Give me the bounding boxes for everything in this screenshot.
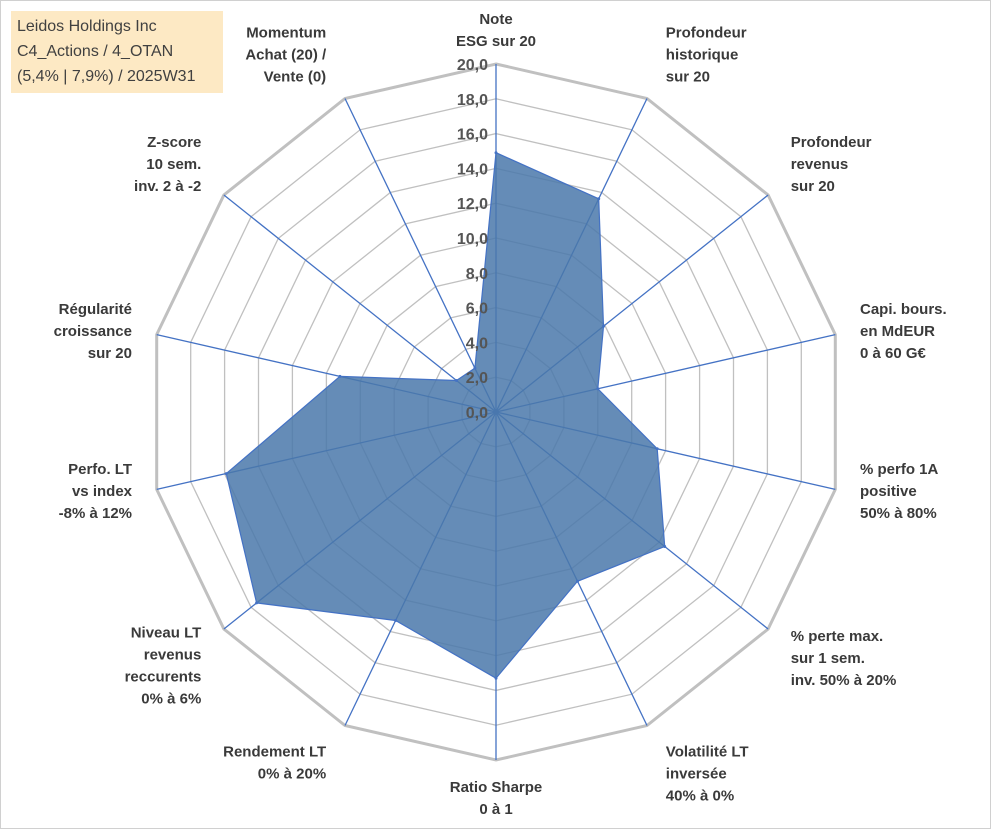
tick-label: 20,0 — [457, 57, 488, 74]
label-layer: Note ESG sur 20 Profondeur historique sur 20… — [54, 11, 947, 818]
tick-label: 6,0 — [466, 301, 488, 318]
data-point-3 — [602, 324, 605, 328]
axis-label-7: Volatilité LT inversée 40% à 0% — [666, 743, 749, 804]
tick-label: 2,0 — [466, 370, 488, 387]
data-point-12 — [338, 374, 342, 378]
axis-label-12: Régularité croissance sur 20 — [54, 301, 132, 362]
axis-label-6: % perte max. sur 1 sem. inv. 50% à 20% — [791, 628, 897, 689]
axis-label-10: Niveau LT revenus reccurents 0% à 6% — [125, 625, 202, 708]
axis-spoke-13 — [223, 194, 497, 413]
data-point-2 — [597, 197, 601, 201]
axis-label-14: Momentum Achat (20) / Vente (0) — [245, 25, 327, 86]
data-point-11 — [224, 472, 228, 476]
tick-label: 8,0 — [466, 266, 488, 283]
data-point-9 — [394, 619, 398, 622]
tick-label: 14,0 — [457, 161, 488, 178]
tick-label: 0,0 — [466, 405, 488, 422]
data-point-13 — [455, 379, 458, 382]
title-line-category: C4_Actions / 4_OTAN — [17, 43, 174, 60]
tick-label: 10,0 — [457, 231, 488, 248]
axis-label-5: % perfo 1A positive 50% à 80% — [860, 461, 939, 522]
axis-label-4: Capi. bours. en MdEUR 0 à 60 G€ — [860, 301, 947, 362]
series-layer — [224, 151, 667, 680]
data-point-10 — [255, 601, 259, 605]
tick-label: 16,0 — [457, 127, 488, 144]
data-point-14 — [473, 366, 477, 370]
title-line-period: (5,4% | 7,9%) / 2025W31 — [17, 68, 196, 85]
tick-label: 4,0 — [466, 335, 488, 352]
title-line-company: Leidos Holdings Inc — [17, 18, 157, 35]
tick-layer: 0,0 2,0 4,0 6,0 8,0 10,0 12,0 14,0 16,0 18,0 20,0 — [457, 57, 488, 422]
data-point-5 — [655, 447, 659, 451]
data-point-8 — [494, 676, 498, 680]
data-point-7 — [576, 579, 579, 583]
data-point-6 — [663, 545, 667, 548]
chart-title-box: Leidos Holdings Inc C4_Actions / 4_OTAN … — [11, 11, 223, 93]
axis-spoke-14 — [344, 98, 497, 413]
axis-label-8: Ratio Sharpe 0 à 1 — [450, 779, 543, 818]
axis-label-2: Profondeur historique sur 20 — [666, 25, 747, 86]
axis-label-1: Note ESG sur 20 — [456, 11, 536, 50]
data-point-4 — [596, 387, 600, 391]
axis-label-9: Rendement LT 0% à 20% — [223, 743, 326, 782]
data-point-1 — [494, 151, 498, 155]
axis-label-3: Profondeur revenus sur 20 — [791, 134, 872, 195]
axis-label-13: Z-score 10 sem. inv. 2 à -2 — [134, 134, 201, 195]
tick-label: 18,0 — [457, 92, 488, 109]
axis-label-11: Perfo. LT vs index -8% à 12% — [59, 461, 133, 522]
tick-label: 12,0 — [457, 196, 488, 213]
